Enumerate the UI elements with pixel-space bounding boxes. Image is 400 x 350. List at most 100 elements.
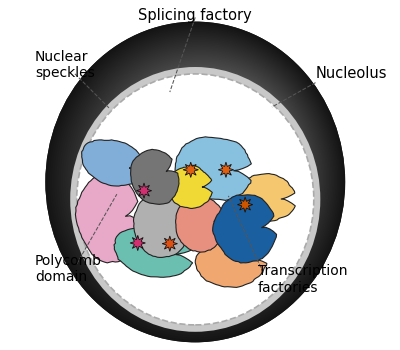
Ellipse shape	[65, 36, 331, 321]
Ellipse shape	[58, 32, 336, 328]
Polygon shape	[114, 227, 193, 277]
Ellipse shape	[106, 68, 301, 276]
Ellipse shape	[200, 139, 234, 175]
Ellipse shape	[146, 98, 273, 234]
Ellipse shape	[217, 100, 278, 139]
Ellipse shape	[148, 99, 272, 232]
Ellipse shape	[93, 58, 311, 290]
Ellipse shape	[172, 118, 254, 206]
Ellipse shape	[67, 38, 330, 319]
Polygon shape	[232, 174, 295, 222]
Ellipse shape	[98, 61, 308, 286]
Polygon shape	[169, 165, 212, 209]
Ellipse shape	[45, 22, 345, 342]
Ellipse shape	[220, 102, 275, 137]
Ellipse shape	[120, 78, 292, 262]
Polygon shape	[176, 196, 226, 252]
Ellipse shape	[174, 119, 253, 203]
Ellipse shape	[218, 153, 221, 156]
Ellipse shape	[50, 25, 342, 338]
Ellipse shape	[77, 74, 314, 325]
Ellipse shape	[210, 96, 285, 143]
Ellipse shape	[191, 133, 240, 185]
Ellipse shape	[176, 121, 251, 201]
Ellipse shape	[89, 55, 314, 295]
Polygon shape	[238, 197, 253, 212]
Ellipse shape	[63, 35, 333, 323]
Ellipse shape	[76, 45, 323, 309]
Ellipse shape	[183, 126, 246, 194]
Ellipse shape	[221, 102, 274, 136]
Ellipse shape	[80, 48, 320, 305]
Polygon shape	[183, 162, 198, 177]
Ellipse shape	[204, 142, 231, 170]
Ellipse shape	[111, 71, 298, 272]
Ellipse shape	[222, 103, 274, 136]
Polygon shape	[195, 234, 267, 287]
Ellipse shape	[135, 90, 281, 246]
Ellipse shape	[150, 101, 270, 229]
Ellipse shape	[45, 22, 345, 342]
Ellipse shape	[141, 94, 276, 239]
Ellipse shape	[117, 76, 293, 265]
Ellipse shape	[69, 40, 328, 316]
Ellipse shape	[209, 146, 228, 166]
Point	[223, 167, 229, 173]
Ellipse shape	[96, 60, 309, 288]
Ellipse shape	[213, 97, 282, 141]
Ellipse shape	[70, 67, 320, 332]
Ellipse shape	[48, 23, 344, 340]
Polygon shape	[218, 162, 234, 177]
Ellipse shape	[161, 109, 262, 218]
Ellipse shape	[198, 138, 235, 177]
Ellipse shape	[126, 83, 287, 255]
Polygon shape	[130, 235, 146, 251]
Ellipse shape	[156, 106, 265, 222]
Ellipse shape	[202, 141, 232, 173]
Ellipse shape	[206, 144, 229, 168]
Ellipse shape	[132, 88, 282, 248]
Ellipse shape	[130, 86, 284, 251]
Ellipse shape	[52, 27, 340, 335]
Polygon shape	[134, 191, 190, 257]
Text: Nucleolus: Nucleolus	[316, 66, 387, 82]
Ellipse shape	[61, 33, 334, 326]
Point	[167, 241, 173, 246]
Polygon shape	[82, 140, 145, 186]
Ellipse shape	[91, 56, 312, 293]
Ellipse shape	[167, 114, 257, 211]
Polygon shape	[76, 173, 142, 263]
Ellipse shape	[194, 134, 238, 182]
Ellipse shape	[187, 129, 243, 189]
Ellipse shape	[196, 136, 237, 180]
Text: Nuclear
speckles: Nuclear speckles	[35, 50, 95, 80]
Ellipse shape	[102, 65, 304, 281]
Ellipse shape	[104, 66, 303, 279]
Ellipse shape	[74, 43, 325, 312]
Point	[141, 188, 147, 194]
Ellipse shape	[214, 98, 281, 141]
Ellipse shape	[72, 42, 326, 314]
Ellipse shape	[122, 79, 290, 260]
Text: Splicing factory: Splicing factory	[138, 8, 252, 23]
Ellipse shape	[124, 81, 289, 258]
Ellipse shape	[87, 53, 315, 298]
Ellipse shape	[159, 108, 264, 220]
Ellipse shape	[213, 149, 224, 161]
Text: Transcription
factories: Transcription factories	[258, 265, 348, 295]
Ellipse shape	[78, 47, 322, 307]
Ellipse shape	[115, 75, 295, 267]
Ellipse shape	[170, 116, 256, 208]
Ellipse shape	[180, 124, 248, 196]
Ellipse shape	[165, 113, 259, 213]
Polygon shape	[136, 183, 152, 198]
Ellipse shape	[215, 151, 223, 159]
Ellipse shape	[84, 51, 317, 300]
Ellipse shape	[163, 111, 260, 215]
Ellipse shape	[178, 122, 250, 199]
Ellipse shape	[215, 98, 280, 140]
Point	[134, 240, 141, 246]
Ellipse shape	[216, 99, 279, 139]
Ellipse shape	[218, 100, 277, 138]
Ellipse shape	[152, 103, 268, 227]
